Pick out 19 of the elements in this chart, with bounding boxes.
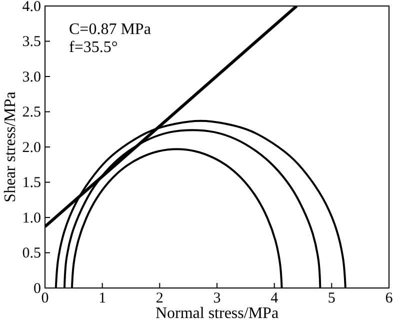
x-tick-label: 1: [98, 290, 106, 307]
x-tick-label: 5: [328, 290, 336, 307]
y-tick-label: 3.5: [22, 34, 41, 50]
x-tick-label: 4: [270, 290, 279, 307]
y-tick-label: 2.5: [22, 104, 41, 121]
y-tick-label: 0.5: [22, 246, 41, 262]
y-tick-label: 4.0: [22, 0, 41, 15]
x-tick-label: 2: [156, 290, 164, 307]
y-tick-label: 2.0: [22, 140, 41, 156]
y-tick-label: 1.0: [22, 210, 41, 226]
y-tick-label: 0: [34, 280, 41, 297]
y-axis-title: Shear stress/MPa: [2, 92, 19, 202]
x-tick-label: 6: [385, 290, 393, 307]
y-tick-label: 1.5: [22, 175, 41, 192]
x-tick-label: 3: [213, 290, 221, 307]
y-tick-label: 3.0: [22, 69, 41, 86]
annotation: C=0.87 MPa: [69, 21, 151, 38]
annotation: f=35.5°: [69, 39, 118, 56]
x-axis-title: Normal stress/MPa: [155, 305, 279, 322]
